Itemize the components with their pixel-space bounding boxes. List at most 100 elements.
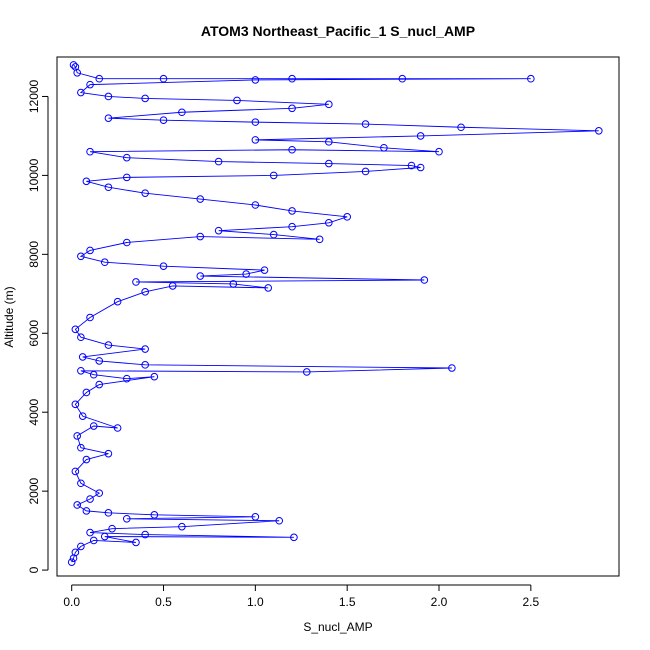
data-point: [315, 235, 324, 244]
data-point: [178, 108, 186, 117]
series-line: [71, 64, 599, 563]
data-point: [380, 143, 388, 152]
data-point: [77, 542, 85, 551]
chart-title: ATOM3 Northeast_Pacific_1 S_nucl_AMP: [201, 23, 475, 39]
data-point: [196, 195, 205, 203]
y-axis-label: Altitude (m): [2, 286, 16, 347]
data-layer: [67, 61, 603, 566]
data-point: [159, 262, 168, 270]
data-point: [141, 345, 149, 353]
data-point: [251, 201, 260, 209]
data-point: [73, 501, 81, 509]
data-point: [104, 449, 113, 458]
data-point: [361, 167, 370, 176]
data-point: [132, 278, 140, 286]
x-axis: 0.0 0.5 1.0 1.5 2.0 2.5: [63, 584, 540, 609]
data-point: [233, 96, 241, 105]
data-point: [288, 222, 296, 231]
data-point: [361, 120, 370, 128]
data-point: [251, 136, 260, 144]
data-point: [77, 88, 85, 97]
data-point: [196, 272, 205, 280]
data-point: [290, 533, 298, 542]
data-point: [71, 400, 80, 409]
data-point: [104, 92, 113, 101]
data-point: [86, 147, 94, 156]
data-point: [269, 230, 278, 239]
data-point: [214, 226, 223, 235]
data-point: [100, 532, 109, 541]
data-point: [288, 207, 296, 215]
data-point: [122, 514, 131, 523]
data-point: [325, 138, 333, 146]
data-point: [288, 74, 296, 83]
data-point: [86, 246, 94, 255]
data-point: [86, 495, 94, 503]
data-point: [89, 422, 98, 430]
data-point: [82, 455, 91, 464]
data-point: [122, 153, 131, 162]
data-point: [113, 424, 122, 432]
data-point: [150, 511, 159, 519]
data-point: [77, 479, 85, 488]
y-axis: 0 2000 4000 6000 8000 10000 12000: [27, 79, 49, 573]
data-point: [78, 412, 87, 420]
data-point: [416, 163, 425, 172]
data-point: [168, 282, 177, 290]
data-point: [196, 232, 205, 241]
data-point: [288, 145, 296, 154]
data-point: [100, 258, 109, 267]
data-point: [251, 76, 260, 84]
y-tick-label: 2000: [27, 477, 41, 504]
data-point: [251, 513, 260, 521]
data-point: [71, 325, 80, 334]
data-point: [77, 366, 85, 375]
x-tick-label: 1.5: [339, 595, 356, 609]
data-point: [275, 516, 284, 525]
data-point: [104, 341, 113, 349]
data-point: [141, 288, 149, 296]
data-point: [132, 538, 140, 547]
data-point: [104, 183, 113, 192]
data-point: [77, 252, 85, 261]
data-point: [343, 213, 351, 221]
data-point: [325, 218, 333, 227]
data-point: [95, 489, 104, 497]
data-point: [527, 74, 535, 83]
data-point: [113, 297, 122, 306]
x-tick-label: 0.5: [155, 595, 172, 609]
data-point: [325, 159, 333, 168]
data-point: [89, 370, 98, 379]
data-point: [86, 528, 94, 537]
data-point: [69, 61, 78, 69]
data-point: [122, 238, 131, 247]
y-tick-label: 6000: [27, 320, 41, 347]
data-point: [435, 147, 443, 156]
y-tick-label: 8000: [27, 241, 41, 268]
data-point: [242, 270, 250, 278]
data-point: [141, 530, 149, 539]
data-point: [71, 63, 80, 71]
data-point: [325, 100, 333, 109]
data-point: [159, 74, 168, 83]
data-point: [407, 161, 416, 170]
data-point: [108, 524, 116, 533]
data-point: [122, 173, 131, 182]
x-tick-label: 1.0: [247, 595, 264, 609]
data-point: [78, 353, 87, 361]
data-point: [251, 118, 260, 126]
data-point: [67, 558, 76, 566]
data-point: [302, 368, 311, 376]
data-point: [141, 94, 149, 103]
data-point: [178, 522, 186, 531]
data-point: [86, 313, 94, 322]
data-point: [82, 507, 91, 515]
data-point: [457, 123, 465, 132]
data-point: [77, 443, 85, 452]
data-point: [73, 432, 81, 440]
data-point: [104, 509, 113, 517]
plot-frame: [56, 56, 620, 577]
y-tick-label: 0: [27, 566, 41, 573]
